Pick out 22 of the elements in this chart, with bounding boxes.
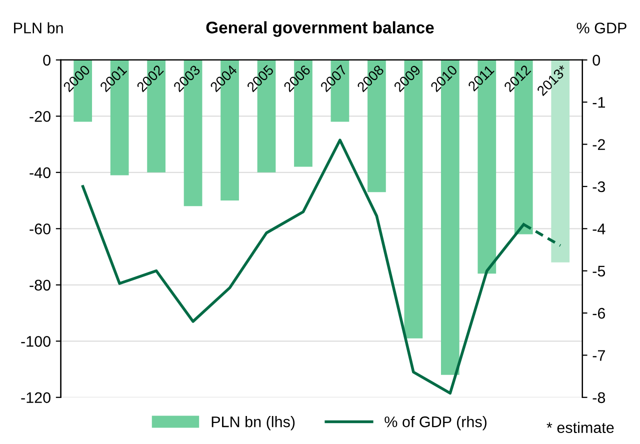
y-tick-label: -120 [21,392,50,404]
y-tick-label: -60 [30,224,50,234]
legend-label: PLN bn (lhs) [212,416,295,430]
y2-tick-label: -2 [592,139,605,150]
y2-tick-label: 0 [592,54,600,66]
y-tick-label: -40 [30,167,50,178]
y-axis-title: PLN bn [14,22,63,34]
y2-tick-label: -4 [592,224,606,234]
y-tick-label: -100 [21,336,50,347]
y2-tick-label: -8 [592,392,606,404]
y2-tick-label: -6 [592,308,606,319]
y-tick-label: -20 [30,111,50,122]
y2-tick-label: -5 [592,266,606,277]
y2-tick-label: -3 [592,181,606,192]
text: * estimate [546,422,614,434]
y-tick-label: -80 [30,280,50,291]
y2-axis-title: % GDP [576,22,626,34]
y-tick-label: 0 [43,54,50,66]
legend-label: % of GDP (rhs) [384,416,486,430]
y2-tick-label: -1 [592,97,605,108]
y2-tick-label: -7 [592,350,605,361]
chart-title: General government balance [206,21,434,37]
